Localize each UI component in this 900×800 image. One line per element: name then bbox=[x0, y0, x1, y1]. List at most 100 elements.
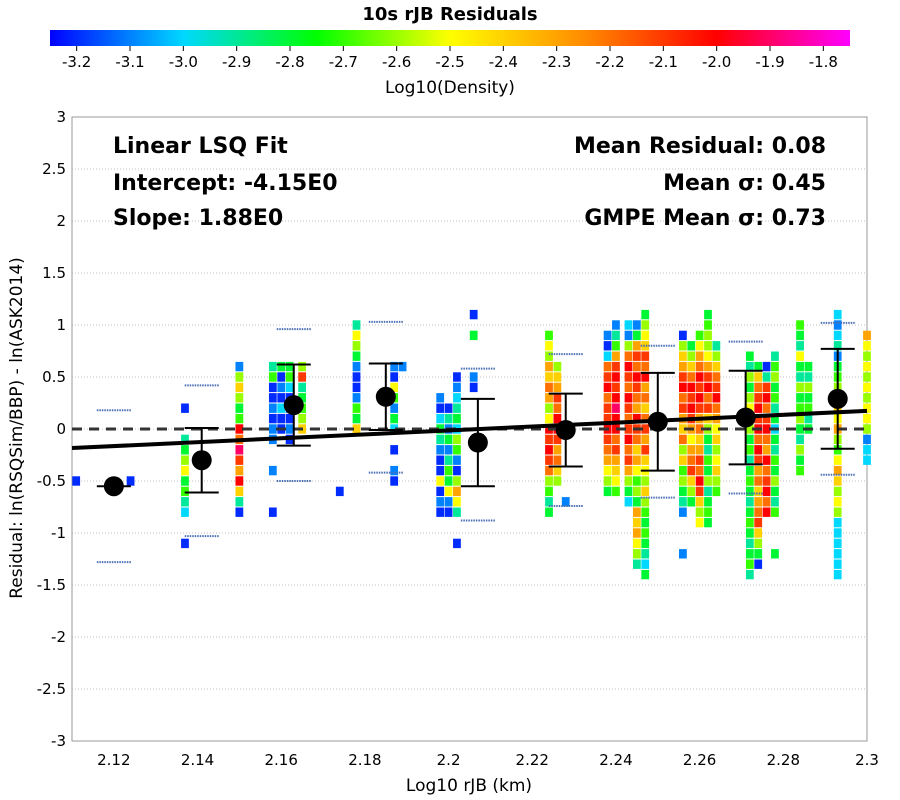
density-cell bbox=[612, 476, 620, 486]
density-cell bbox=[181, 455, 189, 465]
density-cell bbox=[624, 413, 633, 424]
density-cell bbox=[612, 382, 620, 393]
density-cell bbox=[277, 413, 286, 424]
density-cell bbox=[612, 330, 620, 341]
density-cell bbox=[863, 330, 871, 341]
density-cell bbox=[754, 476, 763, 486]
density-cell bbox=[181, 538, 189, 549]
density-cell bbox=[624, 382, 633, 393]
density-cell bbox=[444, 434, 453, 445]
density-cell bbox=[545, 465, 553, 476]
density-cell bbox=[545, 382, 553, 393]
density-cell bbox=[745, 497, 754, 507]
density-cell bbox=[612, 393, 620, 403]
colorbar-tick-label: -3.2 bbox=[62, 53, 91, 71]
density-cell bbox=[285, 382, 294, 393]
density-cell bbox=[704, 372, 712, 382]
density-cell bbox=[687, 445, 696, 455]
density-cell bbox=[624, 330, 633, 341]
density-cell bbox=[754, 517, 763, 528]
density-cell bbox=[390, 413, 399, 424]
density-cell bbox=[754, 528, 763, 538]
density-cell bbox=[863, 403, 871, 413]
density-cell bbox=[632, 528, 641, 538]
density-cell bbox=[833, 445, 842, 455]
density-cell bbox=[833, 309, 842, 320]
density-cell bbox=[679, 403, 687, 413]
x-tick-label: 2.24 bbox=[599, 751, 632, 769]
density-cell bbox=[469, 330, 478, 341]
density-cell bbox=[268, 393, 277, 403]
density-cell bbox=[754, 465, 763, 476]
density-cell bbox=[695, 330, 704, 341]
density-cell bbox=[641, 320, 650, 330]
density-cell bbox=[603, 434, 612, 445]
density-cell bbox=[285, 424, 294, 434]
density-cell bbox=[712, 465, 721, 476]
y-tick-label: -1 bbox=[51, 524, 66, 542]
density-cell bbox=[624, 486, 633, 497]
gmpe-sigma-marks bbox=[96, 320, 855, 564]
density-cell bbox=[641, 351, 650, 361]
y-tick-label: 0 bbox=[56, 420, 66, 438]
x-axis-ticks: 2.12 2.14 2.16 2.18 2.2 2.22 2.24 2.26 2.28 2.3 bbox=[97, 751, 879, 769]
density-cell bbox=[612, 434, 620, 445]
density-cell bbox=[632, 507, 641, 517]
y-tick-label: -0.5 bbox=[37, 472, 66, 490]
density-cell bbox=[796, 382, 804, 393]
x-tick-label: 2.22 bbox=[516, 751, 549, 769]
density-cell bbox=[268, 424, 277, 434]
density-cell bbox=[771, 403, 779, 413]
colorbar-tick-label: -2.4 bbox=[489, 53, 518, 71]
density-cell bbox=[545, 486, 553, 497]
density-cell bbox=[277, 403, 286, 413]
density-cell bbox=[641, 434, 650, 445]
density-cell bbox=[833, 538, 842, 549]
density-cell bbox=[298, 361, 307, 372]
density-cell bbox=[745, 538, 754, 549]
density-cell bbox=[704, 497, 712, 507]
density-cell bbox=[624, 434, 633, 445]
density-cell bbox=[687, 372, 696, 382]
density-cell bbox=[745, 549, 754, 559]
density-cell bbox=[235, 361, 244, 372]
density-cell bbox=[444, 497, 453, 507]
density-cell bbox=[863, 372, 871, 382]
density-cell bbox=[754, 455, 763, 465]
x-tick-label: 2.2 bbox=[437, 751, 461, 769]
density-cell bbox=[745, 403, 754, 413]
density-cell bbox=[268, 403, 277, 413]
linear-fit-line bbox=[71, 408, 868, 451]
density-cell bbox=[679, 549, 687, 559]
density-cell bbox=[687, 393, 696, 403]
density-cell bbox=[687, 403, 696, 413]
density-cell bbox=[553, 455, 562, 465]
density-cell bbox=[453, 372, 461, 382]
density-cell bbox=[745, 517, 754, 528]
density-cell bbox=[436, 403, 445, 413]
density-cell bbox=[695, 455, 704, 465]
density-cell bbox=[641, 330, 650, 341]
density-cell bbox=[687, 465, 696, 476]
density-cell bbox=[796, 351, 804, 361]
density-cell bbox=[624, 455, 633, 465]
density-cell bbox=[545, 403, 553, 413]
density-cell bbox=[796, 465, 804, 476]
density-cell bbox=[745, 382, 754, 393]
density-cell bbox=[641, 549, 650, 559]
y-tick-label: 1.5 bbox=[42, 264, 66, 282]
density-cell bbox=[679, 330, 687, 341]
density-cell bbox=[632, 549, 641, 559]
fit-intercept-label: Intercept: -4.15E0 bbox=[113, 171, 338, 196]
density-cell bbox=[632, 538, 641, 549]
density-cell bbox=[712, 393, 721, 403]
density-cell bbox=[545, 341, 553, 351]
density-cell bbox=[352, 393, 361, 403]
density-cell bbox=[754, 538, 763, 549]
binned-mean-point bbox=[103, 476, 124, 497]
density-cell bbox=[745, 424, 754, 434]
density-cell bbox=[453, 497, 461, 507]
density-cell bbox=[695, 445, 704, 455]
density-cell bbox=[352, 424, 361, 434]
density-cell bbox=[754, 445, 763, 455]
